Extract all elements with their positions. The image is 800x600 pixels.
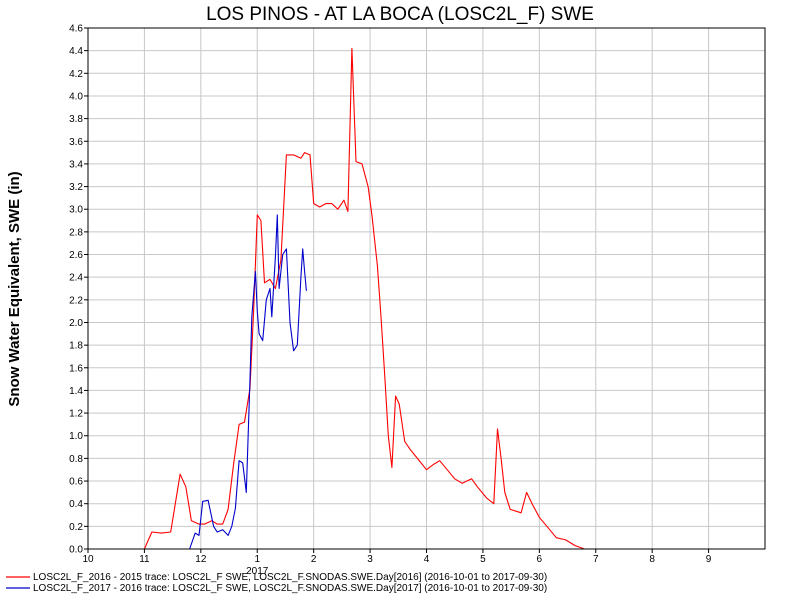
y-tick-label: 1.2 [69,409,83,420]
x-tick-label: 8 [649,554,655,565]
y-tick-label: 3.2 [69,182,83,193]
y-tick-label: 2.8 [69,227,83,238]
plot-frame [87,27,766,550]
x-tick-label: 10 [82,554,94,565]
x-tick-label: 6 [537,554,543,565]
x-tick-label: 4 [424,554,430,565]
y-tick-label: 0.0 [69,545,83,556]
y-tick-label: 3.8 [69,114,83,125]
y-tick-label: 1.6 [69,363,83,374]
x-tick-label: 12 [195,554,207,565]
year-label: 2017 [246,566,269,577]
x-tick-label: 2 [311,554,317,565]
y-tick-label: 1.0 [69,431,83,442]
x-tick-label: 1 [254,554,260,565]
x-tick-label: 7 [593,554,599,565]
y-tick-label: 2.0 [69,318,83,329]
x-tick-label: 11 [139,554,150,565]
x-tick-label: 9 [706,554,712,565]
y-tick-label: 2.2 [69,295,83,306]
y-tick-label: 0.4 [69,499,83,510]
grid-lines [88,28,765,549]
y-tick-label: 3.4 [69,159,83,170]
y-tick-label: 2.4 [69,273,83,284]
y-axis-label: Snow Water Equivalent, SWE (in) [6,171,23,406]
y-tick-label: 4.6 [69,24,83,35]
x-tick-label: 5 [480,554,486,565]
y-tick-label: 3.6 [69,137,83,148]
y-tick-label: 4.0 [69,91,83,102]
y-tick-label: 4.2 [69,69,83,80]
y-axis-ticks: 0.0 0.2 0.4 0.6 0.8 1.0 1.2 1.4 1.6 1.8 2.0 2.2 2.4 2… [69,24,88,556]
y-tick-label: 1.4 [69,386,83,397]
y-tick-label: 2.6 [69,250,83,261]
y-tick-label: 0.8 [69,454,83,465]
series-line-1 [143,47,585,550]
x-tick-label: 3 [367,554,373,565]
y-tick-label: 0.2 [69,522,83,533]
series-line-2 [189,214,307,550]
series-lines [143,47,585,550]
y-tick-label: 0.6 [69,477,83,488]
legend-entry: LOSC2L_F_2016 - 2015 trace: LOSC2L_F SWE… [33,572,547,583]
legend-entry: LOSC2L_F_2017 - 2016 trace: LOSC2L_F SWE… [33,583,547,594]
legend: LOSC2L_F_2016 - 2015 trace: LOSC2L_F SWE… [6,572,547,594]
y-tick-label: 4.4 [69,46,83,57]
y-tick-label: 3.0 [69,205,83,216]
chart-title: LOS PINOS - AT LA BOCA (LOSC2L_F) SWE [206,4,594,25]
y-tick-label: 1.8 [69,341,83,352]
